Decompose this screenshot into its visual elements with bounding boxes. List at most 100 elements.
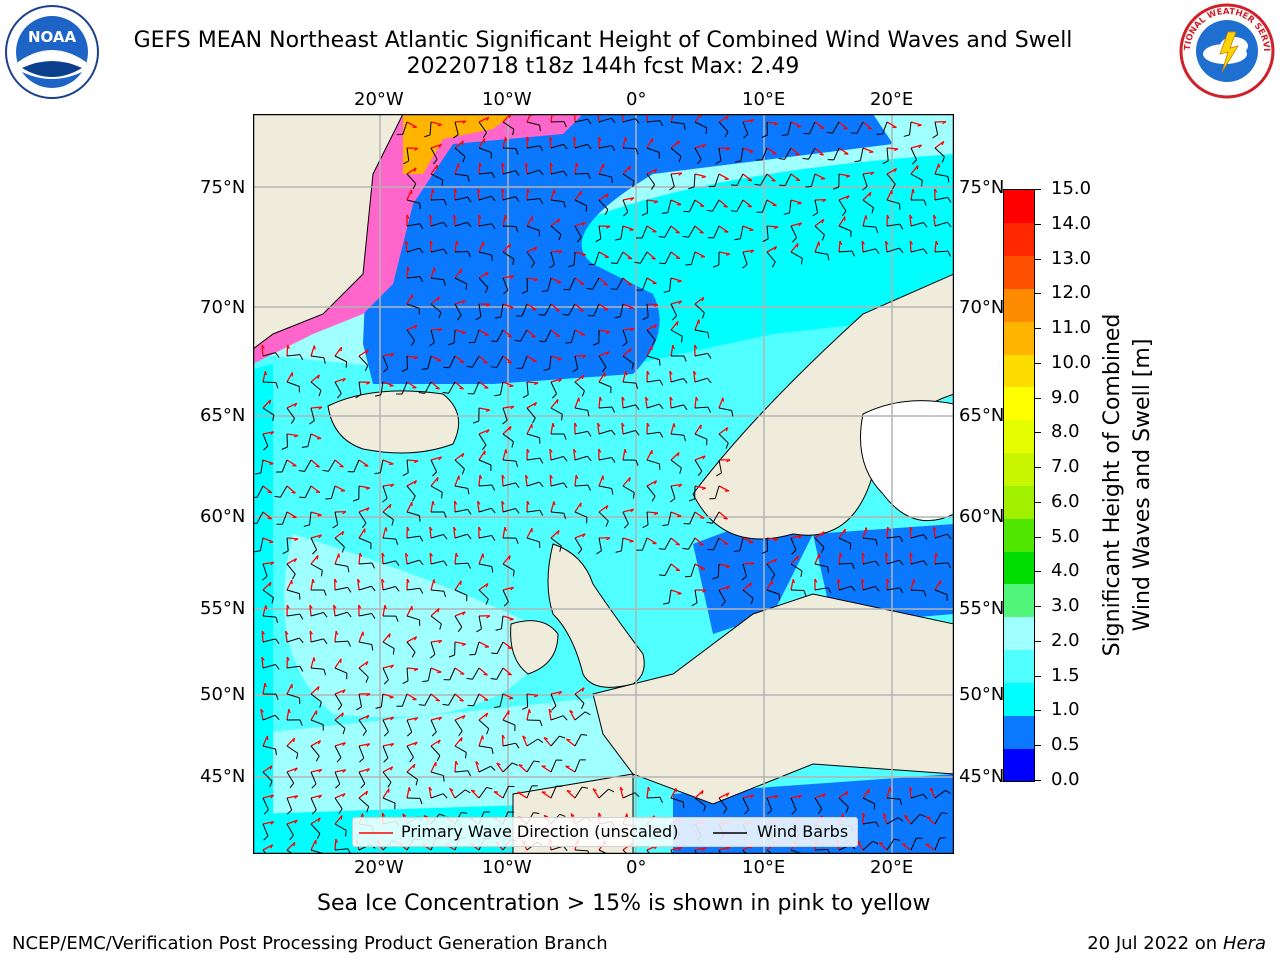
wind-barb-feather	[947, 176, 950, 183]
wave-arrow-head	[504, 137, 508, 142]
wave-arrow-head	[675, 231, 680, 234]
wind-barb	[688, 225, 696, 238]
wave-direction-arrow	[718, 199, 728, 208]
wind-barb	[526, 198, 540, 201]
wave-arrow-head	[294, 538, 299, 542]
wind-barb	[598, 117, 612, 123]
wind-barb	[286, 537, 289, 551]
wind-barb	[718, 407, 732, 412]
wind-barb-feather	[335, 783, 341, 789]
wind-barb-feather	[923, 248, 928, 255]
wave-direction-arrow	[358, 768, 370, 773]
wind-barb	[478, 172, 492, 175]
colorbar-tick-label: 7.0	[1051, 456, 1080, 478]
wave-arrow-head	[342, 742, 346, 746]
wave-direction-arrow	[310, 511, 322, 516]
wind-barb	[742, 797, 750, 810]
colorbar-bin	[1004, 649, 1034, 683]
wind-barb-feather	[712, 576, 719, 580]
wave-direction-arrow	[597, 114, 600, 123]
wave-arrow-head	[437, 608, 440, 613]
wave-arrow-head	[309, 604, 313, 609]
wave-direction-arrow	[454, 452, 465, 461]
wind-barb-feather	[821, 547, 825, 554]
colorbar-tick-mark	[1035, 536, 1041, 538]
lon-label-bottom-20e: 20°E	[870, 857, 914, 878]
wind-barb	[886, 559, 900, 565]
wind-barb-feather	[383, 757, 389, 763]
wind-barb	[310, 638, 324, 643]
wind-barb	[358, 511, 367, 524]
wave-direction-arrow	[502, 586, 514, 591]
wave-direction-arrow	[429, 526, 432, 539]
wind-barb	[406, 199, 420, 204]
wave-direction-arrow	[742, 562, 755, 565]
wave-arrow-head	[774, 226, 779, 230]
wave-arrow-head	[605, 505, 609, 510]
wind-barb-feather	[562, 715, 568, 721]
wave-direction-arrow	[598, 372, 606, 383]
wind-barb-feather	[439, 813, 446, 817]
wind-barb-feather	[432, 471, 437, 477]
wind-barb	[526, 738, 539, 747]
wind-barb-feather	[467, 562, 471, 569]
wave-arrow-head	[457, 163, 460, 168]
wave-arrow-head	[725, 253, 731, 256]
wave-arrow-head	[507, 361, 512, 364]
wave-direction-arrow	[790, 147, 800, 156]
wave-arrow-head	[315, 491, 320, 494]
wave-direction-arrow	[454, 163, 459, 175]
wave-direction-arrow	[406, 167, 417, 175]
wind-barb	[862, 537, 876, 541]
wave-direction-arrow	[406, 605, 413, 617]
wave-arrow-head	[653, 324, 658, 329]
wave-direction-arrow	[382, 716, 394, 721]
wind-barb	[550, 143, 564, 149]
wind-barb	[862, 840, 873, 851]
wind-barb	[570, 329, 576, 343]
wind-barb-feather	[409, 756, 414, 763]
wave-arrow-head	[459, 699, 464, 702]
wave-direction-arrow	[814, 793, 826, 799]
wave-direction-arrow	[454, 693, 464, 702]
wind-barb-feather	[521, 706, 528, 710]
wind-barb	[262, 638, 276, 643]
wave-direction-arrow	[598, 193, 609, 201]
wind-barb	[454, 221, 468, 227]
wind-barb	[382, 719, 389, 733]
wave-arrow-head	[672, 344, 675, 350]
wind-barb-feather	[724, 131, 729, 138]
wind-barb	[286, 823, 294, 836]
wind-barb	[430, 589, 444, 592]
wind-barb-feather	[659, 431, 664, 438]
wind-barb-feather	[919, 813, 926, 818]
wave-arrow-head	[629, 228, 634, 231]
wave-direction-arrow	[814, 218, 825, 227]
wave-direction-arrow	[476, 189, 480, 201]
wave-direction-arrow	[670, 511, 682, 517]
wind-barb	[334, 693, 343, 706]
wave-direction-arrow	[334, 742, 346, 747]
wave-direction-arrow	[526, 114, 532, 123]
wave-arrow-head	[413, 480, 418, 485]
wind-barb	[502, 433, 514, 443]
wave-direction-arrow	[501, 734, 504, 747]
wave-direction-arrow	[838, 528, 846, 539]
wind-barb-feather	[581, 786, 589, 789]
wind-barb	[766, 251, 776, 263]
wind-barb-feather	[549, 264, 555, 269]
wave-arrow-head	[533, 278, 539, 282]
wave-arrow-head	[458, 475, 461, 480]
wind-barb-feather	[945, 789, 951, 794]
wind-barb-feather	[254, 472, 262, 475]
wave-arrow-head	[438, 328, 443, 332]
wind-barb-feather	[491, 254, 493, 262]
wave-direction-arrow	[430, 189, 434, 201]
wind-barb	[544, 303, 552, 316]
wind-barb-feather	[766, 809, 773, 815]
wave-direction-arrow	[909, 214, 912, 227]
wind-barb-feather	[491, 195, 496, 202]
wave-arrow-head	[582, 222, 586, 226]
wave-arrow-head	[654, 168, 658, 173]
wind-barb-feather	[663, 602, 670, 605]
